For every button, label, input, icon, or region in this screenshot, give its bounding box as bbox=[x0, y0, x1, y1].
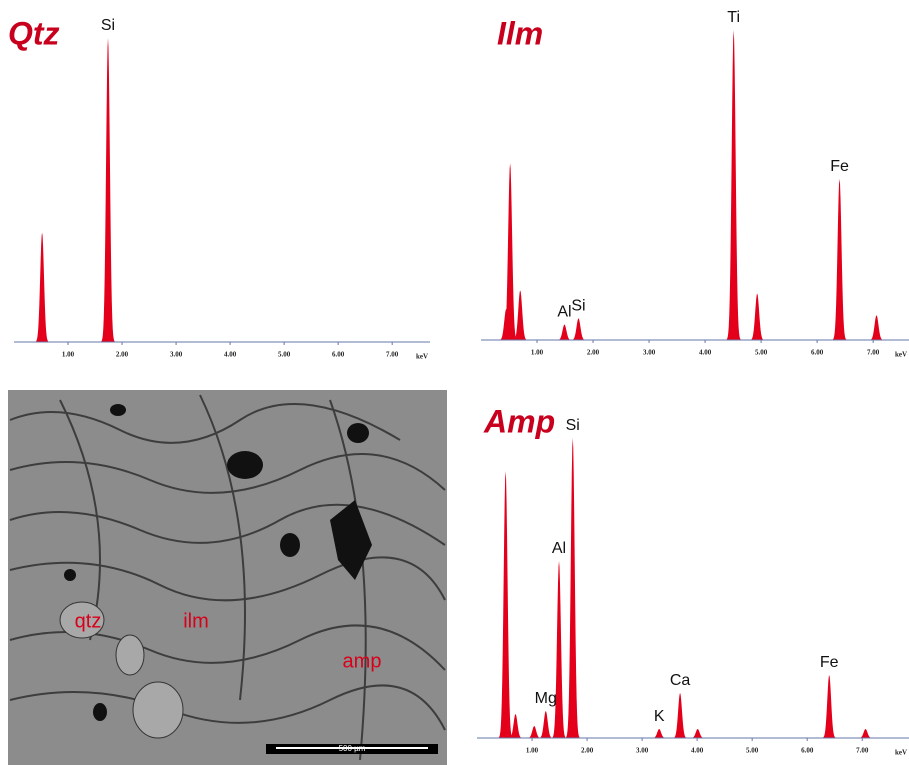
peak bbox=[749, 294, 765, 341]
x-tick-label: 3.00 bbox=[636, 747, 649, 755]
peak-label: K bbox=[654, 708, 665, 725]
x-tick-label: 4.00 bbox=[699, 349, 712, 357]
peak bbox=[35, 233, 50, 342]
image-label: amp bbox=[343, 650, 382, 672]
x-tick-label: 5.00 bbox=[755, 349, 768, 357]
peak bbox=[100, 38, 115, 342]
peak-label: Al bbox=[557, 304, 571, 321]
peak bbox=[651, 729, 666, 738]
figure: 500 µm qtz ilm amp Qtz 1.00 2.00 3.00 4.00 5.… bbox=[0, 0, 909, 765]
peak-label: Si bbox=[101, 17, 115, 34]
peak bbox=[690, 729, 705, 738]
peak-label: Fe bbox=[820, 654, 839, 671]
x-tick-label: 2.00 bbox=[581, 747, 594, 755]
peak bbox=[498, 471, 513, 738]
peak-label: Ti bbox=[727, 9, 740, 26]
peak-label: Si bbox=[566, 417, 580, 434]
peak bbox=[672, 693, 687, 738]
peak bbox=[571, 318, 587, 340]
x-tick-label: 6.00 bbox=[801, 747, 814, 755]
x-tick-label: 2.00 bbox=[116, 351, 129, 359]
x-tick-label: 1.00 bbox=[62, 351, 75, 359]
x-tick-label: 5.00 bbox=[278, 351, 291, 359]
peak bbox=[726, 30, 742, 340]
peak bbox=[858, 729, 873, 738]
peak-label: Fe bbox=[830, 158, 849, 175]
chart-title: Qtz bbox=[8, 15, 60, 51]
bse-image: 500 µm qtz ilm amp bbox=[8, 390, 447, 765]
peak bbox=[557, 325, 573, 341]
peak bbox=[565, 438, 580, 738]
peak bbox=[832, 179, 848, 340]
x-axis-label: keV bbox=[895, 749, 907, 757]
x-tick-label: 7.00 bbox=[856, 747, 869, 755]
x-tick-label: 3.00 bbox=[643, 349, 656, 357]
peak-label: Mg bbox=[535, 690, 557, 707]
x-tick-label: 7.00 bbox=[386, 351, 399, 359]
x-tick-label: 1.00 bbox=[531, 349, 544, 357]
image-label: qtz bbox=[75, 610, 102, 632]
peak-label: Al bbox=[552, 540, 566, 557]
x-tick-label: 1.00 bbox=[526, 747, 539, 755]
peak bbox=[502, 163, 518, 340]
chart-title: Amp bbox=[483, 403, 555, 439]
peak-label: Si bbox=[571, 298, 585, 315]
x-tick-label: 6.00 bbox=[332, 351, 345, 359]
peak bbox=[538, 711, 553, 738]
x-axis-label: keV bbox=[895, 351, 907, 359]
peak bbox=[869, 315, 885, 340]
x-tick-label: 4.00 bbox=[224, 351, 237, 359]
x-tick-label: 5.00 bbox=[746, 747, 759, 755]
chart-title: Ilm bbox=[497, 15, 543, 51]
peak bbox=[821, 675, 836, 738]
x-tick-label: 4.00 bbox=[691, 747, 704, 755]
x-tick-label: 2.00 bbox=[587, 349, 600, 357]
peak bbox=[551, 561, 566, 738]
x-axis-label: keV bbox=[416, 353, 428, 361]
x-tick-label: 3.00 bbox=[170, 351, 183, 359]
x-tick-label: 7.00 bbox=[867, 349, 880, 357]
x-tick-label: 6.00 bbox=[811, 349, 824, 357]
peak-label: Ca bbox=[670, 672, 691, 689]
image-label: ilm bbox=[183, 610, 209, 632]
scale-bar-label: 500 µm bbox=[339, 744, 366, 753]
peak bbox=[527, 726, 542, 738]
